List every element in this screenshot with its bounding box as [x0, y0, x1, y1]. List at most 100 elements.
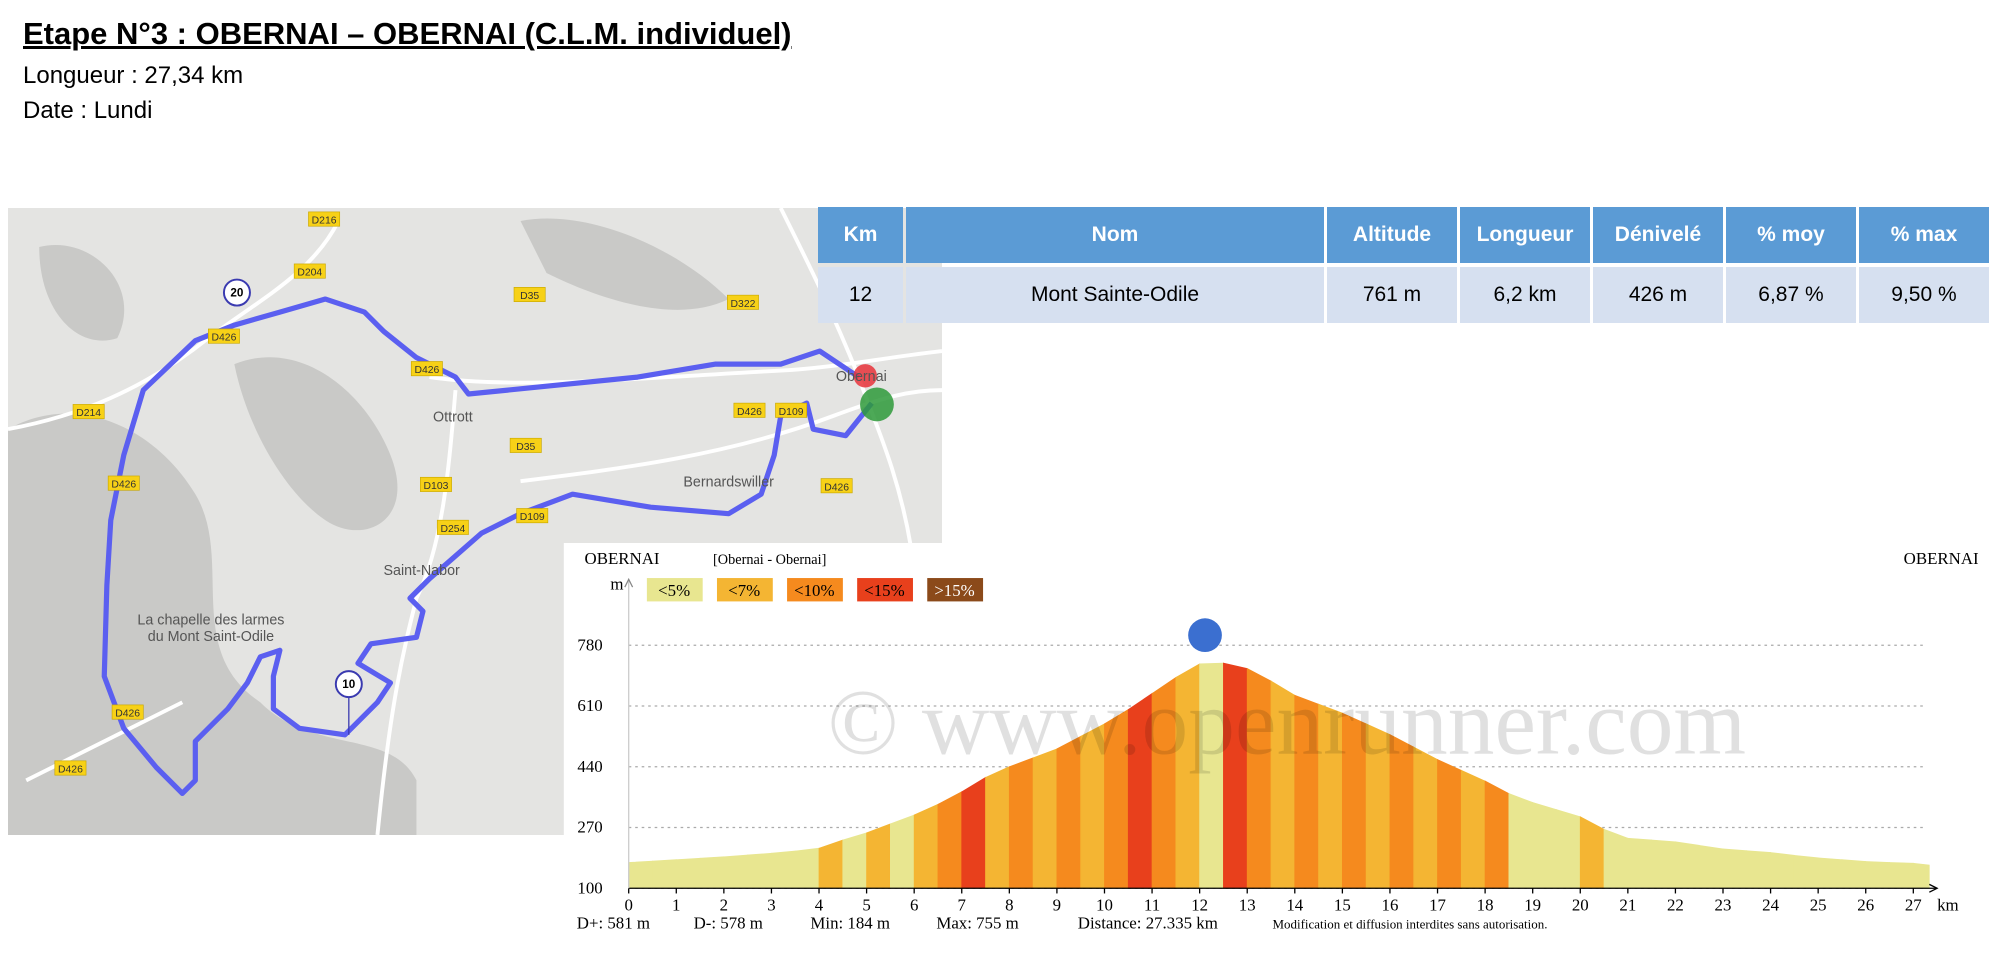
road-badge — [111, 704, 144, 720]
profile-segment — [1437, 759, 1462, 889]
x-tick-label: 13 — [1239, 895, 1256, 914]
profile-segment — [1817, 857, 1843, 889]
elevation-chart: OBERNAI OBERNAI [Obernai - Obernai] m km… — [563, 543, 2008, 935]
table-row: 12 Mont Sainte-Odile 761 m 6,2 km 426 m 6,87 … — [818, 267, 1989, 323]
place-label: du Mont Saint-Odile — [148, 629, 274, 645]
x-tick-label: 4 — [815, 895, 824, 914]
profile-segment — [1698, 844, 1724, 889]
road-label: D109 — [520, 512, 545, 523]
road-badge — [516, 508, 549, 524]
x-tick-label: 20 — [1572, 895, 1589, 914]
y-axis-arrow — [624, 577, 634, 588]
profile-segment — [913, 803, 939, 889]
y-tick-label: 780 — [577, 635, 602, 654]
profile-segment — [675, 857, 701, 889]
x-tick-label: 12 — [1191, 895, 1208, 914]
legend-label: >15% — [934, 581, 974, 600]
x-tick-label: 14 — [1286, 895, 1303, 914]
y-tick-label: 610 — [577, 696, 602, 715]
profile-segment — [794, 847, 820, 889]
chart-subtitle: [Obernai - Obernai] — [713, 552, 826, 568]
legend-swatch — [716, 578, 773, 602]
road-label: D35 — [516, 442, 535, 453]
length: Longueur : 27,34 km — [23, 62, 244, 89]
km-marker-label: 10 — [342, 678, 356, 691]
column-header: % max — [1859, 207, 1989, 263]
road-badge — [513, 287, 546, 302]
km-marker — [334, 670, 363, 699]
profile-segment — [961, 776, 986, 889]
road-badge — [293, 263, 326, 279]
profile-segment — [699, 856, 725, 889]
copyright-note: Modification et diffusion interdites san… — [1273, 917, 1548, 932]
x-tick-label: 1 — [672, 895, 680, 914]
profile-segment — [1722, 848, 1748, 889]
table-cell: Mont Sainte-Odile — [906, 267, 1324, 323]
start-label: OBERNAI — [585, 549, 660, 568]
x-tick-label: 25 — [1810, 895, 1827, 914]
stat: Min: 184 m — [810, 914, 890, 933]
legend-swatch — [927, 578, 984, 602]
finish-marker — [860, 387, 894, 422]
profile-segment — [628, 860, 653, 889]
road-badge — [410, 361, 443, 377]
x-tick-label: 19 — [1524, 895, 1541, 914]
road-badge — [733, 402, 766, 418]
watermark: © www.openrunner.com — [827, 671, 1746, 774]
x-tick-label: 9 — [1053, 895, 1061, 914]
road-label: D426 — [111, 480, 136, 491]
profile-segment — [937, 791, 963, 889]
y-tick-label: 100 — [577, 878, 602, 897]
column-header: % moy — [1726, 207, 1856, 263]
profile-segment — [1484, 780, 1510, 889]
profile-segment — [1746, 850, 1771, 889]
x-tick-label: 17 — [1429, 895, 1446, 914]
x-tick-label: 23 — [1715, 895, 1732, 914]
x-tick-label: 8 — [1005, 895, 1013, 914]
x-tick-label: 10 — [1096, 895, 1113, 914]
profile-segment — [1460, 769, 1486, 889]
profile-segment — [1627, 837, 1653, 889]
road-label: D35 — [520, 291, 539, 302]
x-tick-label: 11 — [1144, 895, 1160, 914]
road-badge — [436, 519, 469, 535]
profile-segment — [1532, 801, 1557, 889]
table-cell: 9,50 % — [1859, 267, 1989, 323]
road-badge — [420, 476, 452, 492]
place-label: La chapelle des larmes — [137, 612, 284, 628]
road-badge — [208, 328, 240, 344]
map-labels: D216 D204 D35 D322 D426 D426 D214 D426 D109 D35 Ot… — [54, 211, 887, 776]
legend-swatch — [646, 578, 703, 602]
end-label: OBERNAI — [1904, 549, 1979, 568]
x-tick-label: 27 — [1905, 895, 1922, 914]
table-cell: 12 — [818, 267, 903, 323]
road-label: D426 — [58, 765, 83, 776]
profile-segment — [1770, 852, 1795, 889]
profile-segment — [723, 854, 749, 889]
road-label: D426 — [212, 333, 237, 344]
place-label: Saint-Nabor — [384, 563, 461, 579]
road-label: D426 — [115, 709, 140, 720]
table-cell: 761 m — [1327, 267, 1457, 323]
table-cell: 6,2 km — [1460, 267, 1590, 323]
stat: Distance: 27.335 km — [1078, 914, 1218, 933]
route — [101, 296, 874, 796]
km-marker — [222, 278, 251, 307]
legend-label: <5% — [658, 581, 690, 600]
date: Date : Lundi — [23, 97, 153, 124]
profile-segment — [1556, 809, 1581, 889]
road-label: D426 — [737, 407, 762, 418]
x-tick-label: 15 — [1334, 895, 1351, 914]
table-cell: 6,87 % — [1726, 267, 1856, 323]
profile-segment — [747, 852, 772, 889]
profile-segment — [1008, 757, 1034, 889]
profile-segment — [842, 832, 867, 889]
place-label: Ottrott — [433, 409, 473, 425]
profile-segment — [866, 823, 891, 889]
profile-segment — [818, 839, 844, 889]
road-badge — [72, 404, 105, 420]
x-axis-label: km — [1937, 895, 1959, 914]
start-marker — [853, 364, 877, 388]
profile-segment — [889, 814, 915, 889]
x-tick-label: 21 — [1619, 895, 1636, 914]
